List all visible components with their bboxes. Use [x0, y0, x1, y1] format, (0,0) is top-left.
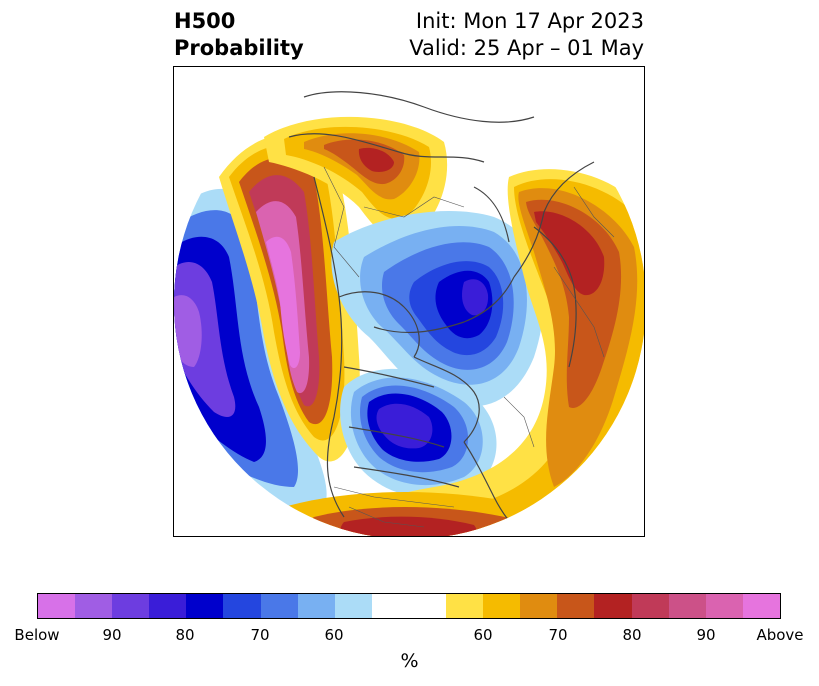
colorbar-tick-label: 80 [175, 626, 195, 644]
colorbar-tick-label: Above [756, 626, 804, 644]
colorbar-segment [38, 594, 76, 618]
colorbar-tick-label: 90 [696, 626, 716, 644]
colorbar-segment [446, 594, 484, 618]
colorbar-tick-label: 70 [548, 626, 568, 644]
colorbar-tick-label: 90 [102, 626, 122, 644]
colorbar-segment [371, 594, 409, 618]
colorbar-segment [594, 594, 632, 618]
title-product: Probability [174, 36, 304, 60]
map-title-right: Init: Mon 17 Apr 2023 Valid: 25 Apr – 01… [409, 8, 644, 62]
colorbar-tick-label: Below [14, 626, 60, 644]
colorbar-segment [742, 594, 780, 618]
colorbar-segment [149, 594, 187, 618]
colorbar-segment [557, 594, 595, 618]
colorbar-segment [297, 594, 335, 618]
colorbar-tick-label: 80 [622, 626, 642, 644]
polar-trough-below-anomaly [331, 211, 544, 407]
title-init-date: Init: Mon 17 Apr 2023 [415, 9, 644, 33]
colorbar-segment [260, 594, 298, 618]
colorbar-tick-labels: Below 90 80 70 60 60 70 80 90 Above [0, 626, 819, 646]
colorbar-tick-label: 70 [250, 626, 270, 644]
colorbar-segment [483, 594, 521, 618]
colorbar-segment [112, 594, 150, 618]
title-variable: H500 [174, 9, 236, 33]
colorbar-segment [223, 594, 261, 618]
colorbar-segment [408, 594, 447, 618]
map-panel [173, 66, 645, 537]
colorbar-unit-label: % [400, 650, 419, 672]
colorbar-tick-label: 60 [324, 626, 344, 644]
probability-colorbar [37, 593, 781, 619]
title-valid-range: Valid: 25 Apr – 01 May [409, 36, 644, 60]
southern-us-above-anomaly [274, 492, 554, 536]
probability-map [174, 67, 644, 536]
map-title-left: H500 Probability [174, 8, 304, 62]
colorbar-tick-label: 60 [473, 626, 493, 644]
central-na-trough-below-anomaly [340, 368, 497, 498]
atlantic-ridge-above-anomaly [294, 169, 644, 536]
colorbar-segment [520, 594, 558, 618]
colorbar-segment [334, 594, 372, 618]
colorbar-segment [75, 594, 113, 618]
political-boundaries-overlay [323, 166, 615, 528]
west-ridge-above-anomaly [219, 134, 360, 462]
colorbar-segment [668, 594, 706, 618]
colorbar-segment [631, 594, 669, 618]
colorbar-segment [705, 594, 743, 618]
colorbar-segment [186, 594, 224, 618]
